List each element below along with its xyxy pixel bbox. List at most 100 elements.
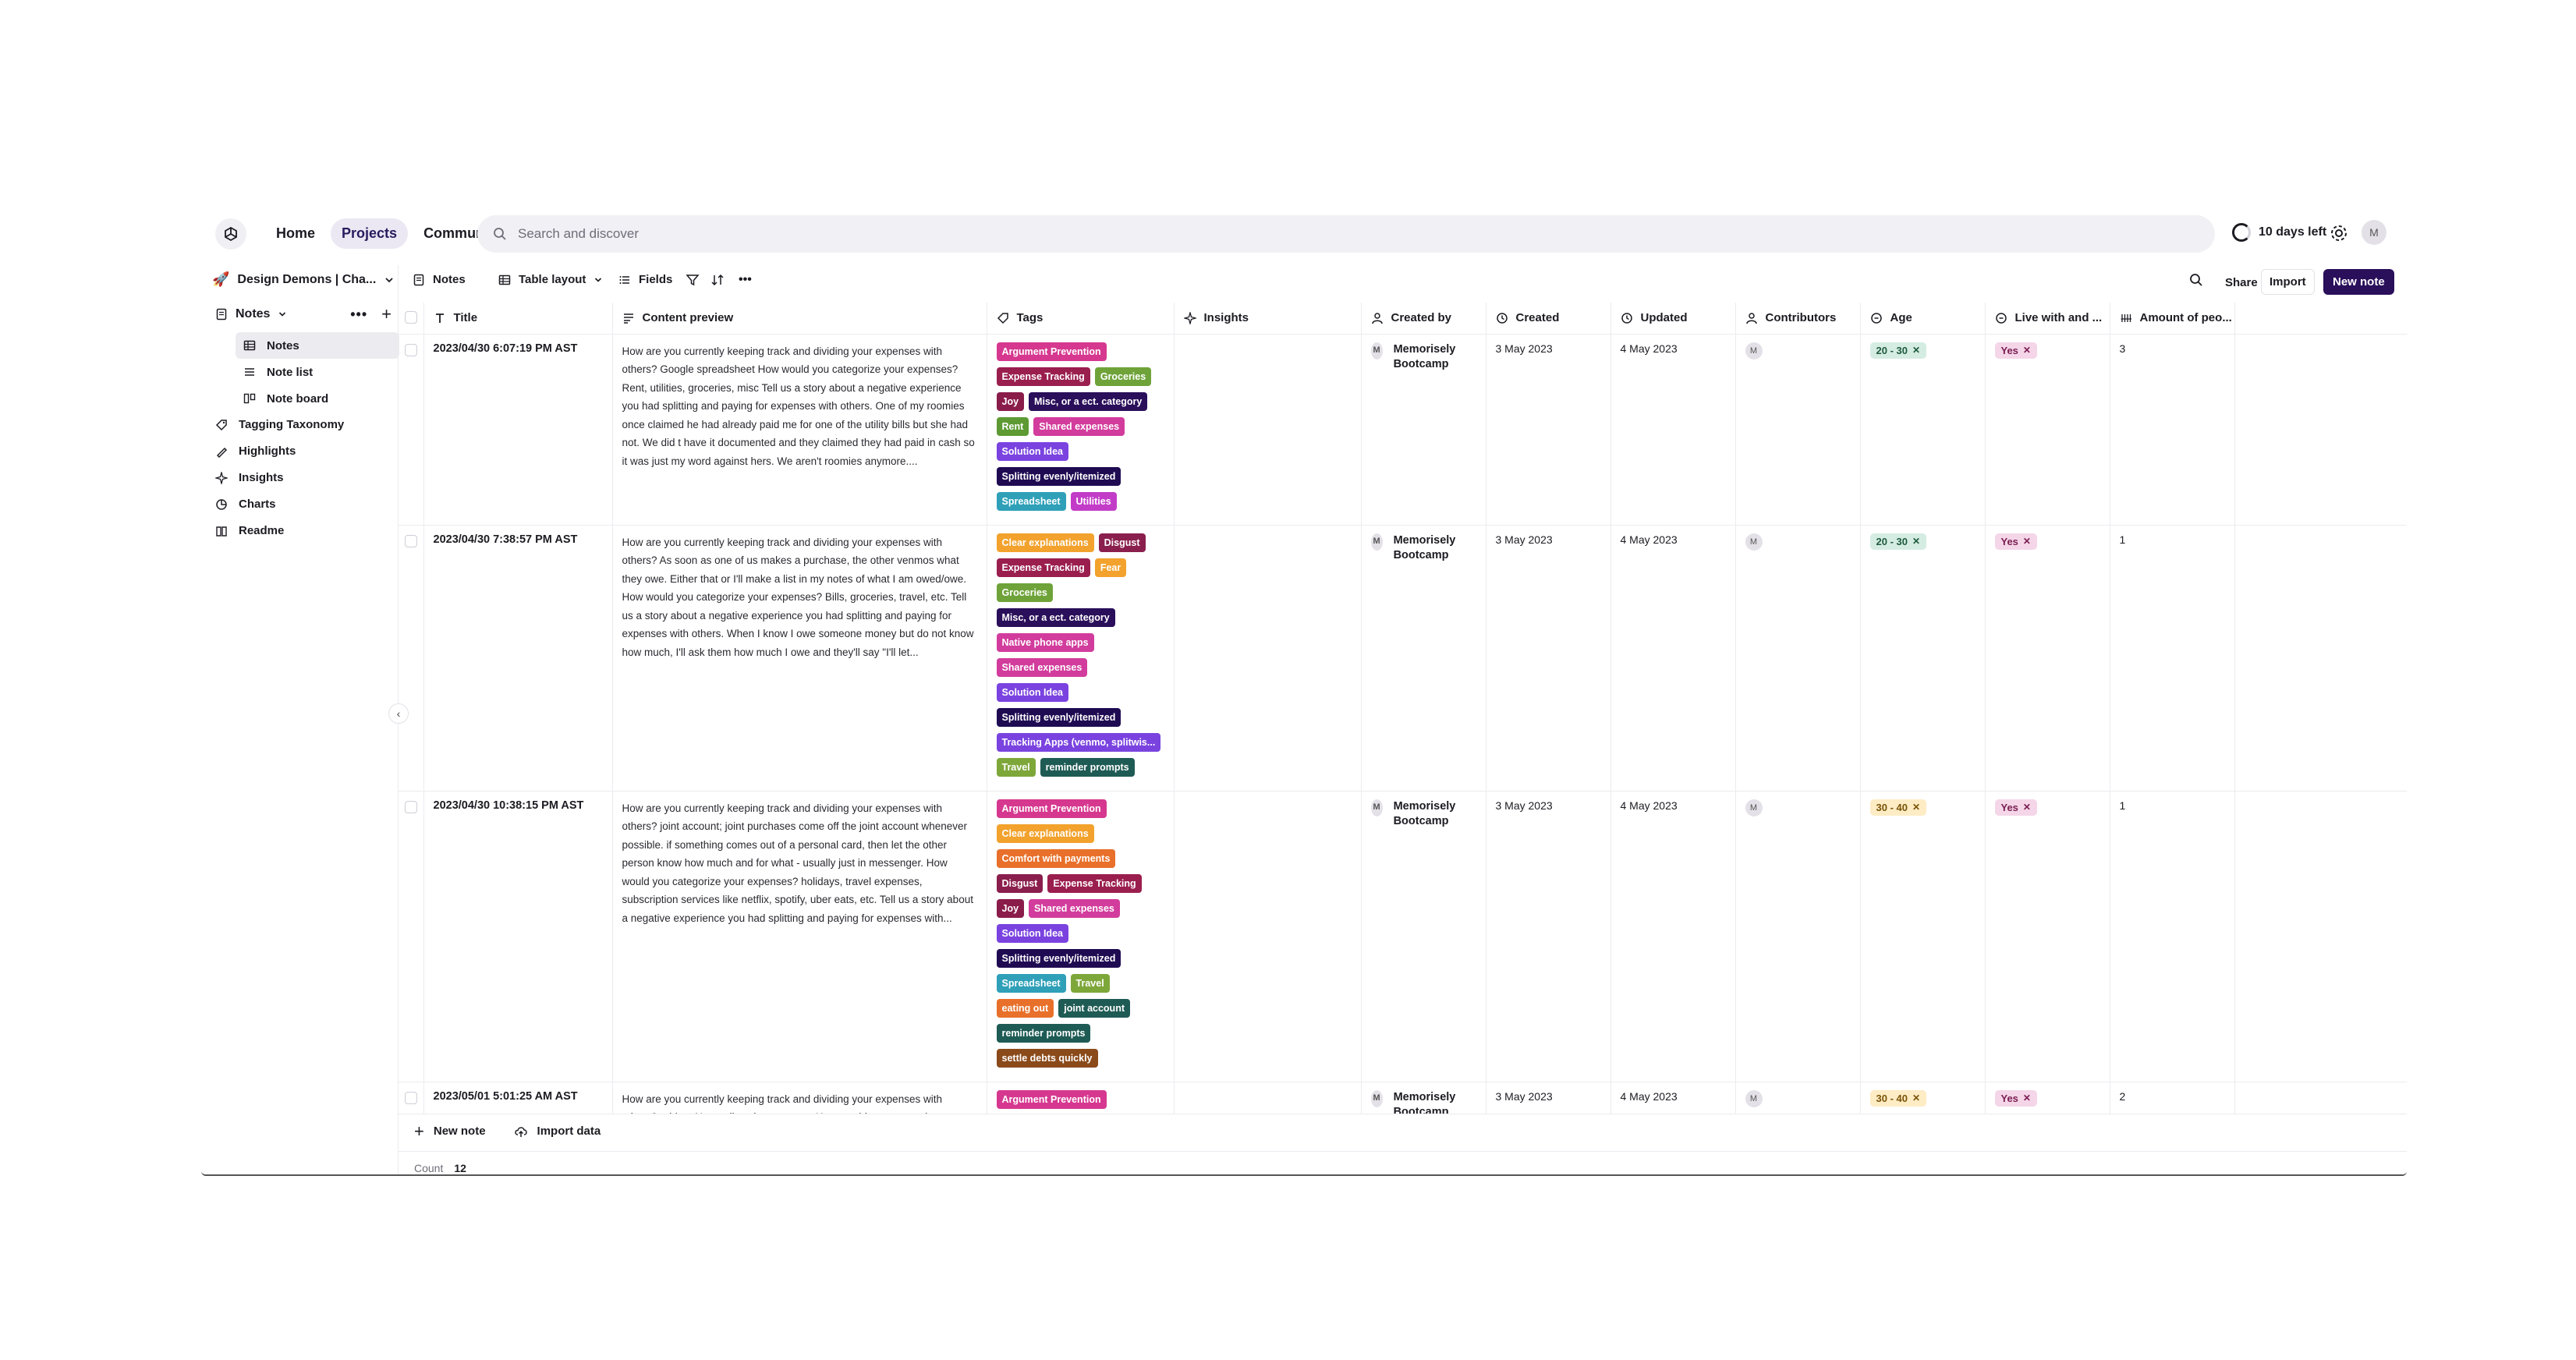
age-pill[interactable]: 20 - 30 ✕	[1869, 342, 1927, 359]
tag-chip[interactable]: Disgust	[996, 873, 1044, 893]
cell-insights[interactable]	[1174, 334, 1362, 526]
sidebar-item-highlights[interactable]: Highlights	[215, 444, 296, 458]
row-checkbox[interactable]	[399, 525, 424, 792]
sort-icon[interactable]	[710, 273, 725, 287]
search-icon[interactable]	[2189, 273, 2203, 287]
row-checkbox[interactable]	[399, 1082, 424, 1114]
tag-chip[interactable]: Expense Tracking	[996, 367, 1090, 386]
cell-title[interactable]: 2023/04/30 7:38:57 PM AST	[423, 525, 613, 792]
column-header-updated[interactable]: Updated	[1610, 303, 1736, 335]
cell-amount-of-people[interactable]: 2	[2110, 1082, 2235, 1114]
age-pill[interactable]: 30 - 40 ✕	[1869, 1089, 1927, 1107]
tag-chip[interactable]: Splitting evenly/itemized	[996, 948, 1121, 968]
live-with-pill[interactable]: Yes ✕	[1994, 1089, 2037, 1107]
more-options-icon[interactable]: •••	[739, 273, 752, 286]
column-header-age[interactable]: Age	[1860, 303, 1986, 335]
cell-live-with[interactable]: Yes ✕	[1985, 1082, 2110, 1114]
column-header-created[interactable]: Created	[1486, 303, 1611, 335]
cell-created-by[interactable]: M Memorisely Bootcamp	[1361, 334, 1486, 526]
column-header-live-with[interactable]: Live with and ...	[1985, 303, 2110, 335]
sidebar-item-note-list[interactable]: Note list	[236, 359, 399, 385]
remove-x-icon[interactable]: ✕	[2022, 1093, 2031, 1103]
column-header-created-by[interactable]: Created by	[1361, 303, 1486, 335]
sidebar-item-readme[interactable]: Readme	[215, 524, 284, 537]
cell-updated[interactable]: 4 May 2023	[1610, 791, 1736, 1082]
tag-chip[interactable]: Comfort with payments	[996, 848, 1116, 868]
cell-live-with[interactable]: Yes ✕	[1985, 334, 2110, 526]
cell-created[interactable]: 3 May 2023	[1486, 1082, 1611, 1114]
row-checkbox[interactable]	[399, 334, 424, 526]
table-row[interactable]: 2023/04/30 6:07:19 PM AST How are you cur…	[399, 334, 2407, 526]
sidebar-item-tagging-taxonomy[interactable]: Tagging Taxonomy	[215, 418, 344, 431]
select-all-checkbox[interactable]	[399, 303, 424, 335]
table-row[interactable]: 2023/05/01 5:01:25 AM AST How are you cur…	[399, 1082, 2407, 1114]
table-row[interactable]: 2023/04/30 7:38:57 PM AST How are you cur…	[399, 525, 2407, 792]
cell-updated[interactable]: 4 May 2023	[1610, 525, 1736, 792]
cell-amount-of-people[interactable]: 1	[2110, 791, 2235, 1082]
cell-age[interactable]: 20 - 30 ✕	[1860, 525, 1986, 792]
column-header-contributors[interactable]: Contributors	[1735, 303, 1861, 335]
tag-chip[interactable]: Shared expenses	[1029, 898, 1120, 918]
tag-chip[interactable]: eating out	[996, 998, 1054, 1018]
tag-chip[interactable]: Rent	[996, 416, 1029, 436]
cell-created-by[interactable]: M Memorisely Bootcamp	[1361, 791, 1486, 1082]
filter-icon[interactable]	[686, 273, 700, 287]
tag-chip[interactable]: Argument Prevention	[996, 342, 1107, 361]
trial-indicator[interactable]: 10 days left	[2232, 223, 2326, 242]
cell-age[interactable]: 30 - 40 ✕	[1860, 791, 1986, 1082]
cell-contributors[interactable]: M	[1735, 525, 1861, 792]
column-header-tags[interactable]: Tags	[987, 303, 1175, 335]
age-pill[interactable]: 30 - 40 ✕	[1869, 799, 1927, 816]
notes-view-tab[interactable]: Notes	[413, 273, 466, 286]
tag-chip[interactable]: Splitting evenly/itemized	[996, 466, 1121, 486]
tag-chip[interactable]: Solution Idea	[996, 682, 1068, 702]
workspace-selector[interactable]: 🚀 Design Demons | Cha...	[212, 271, 395, 288]
new-note-button[interactable]: New note	[2323, 269, 2394, 295]
more-options-icon[interactable]: •••	[350, 306, 368, 322]
tag-chip[interactable]: Joy	[996, 898, 1025, 918]
cell-insights[interactable]	[1174, 791, 1362, 1082]
cell-contributors[interactable]: M	[1735, 1082, 1861, 1114]
cell-amount-of-people[interactable]: 3	[2110, 334, 2235, 526]
tag-chip[interactable]: Misc, or a ect. category	[1029, 391, 1148, 411]
cell-amount-of-people[interactable]: 1	[2110, 525, 2235, 792]
cell-content-preview[interactable]: How are you currently keeping track and …	[612, 791, 987, 1082]
import-button[interactable]: Import	[2261, 269, 2315, 295]
tag-chip[interactable]: Native phone apps	[996, 632, 1094, 652]
tag-chip[interactable]: Travel	[996, 757, 1036, 777]
tag-chip[interactable]: reminder prompts	[1040, 757, 1135, 777]
cell-content-preview[interactable]: How are you currently keeping track and …	[612, 525, 987, 792]
tag-chip[interactable]: Joy	[996, 391, 1025, 411]
chevron-down-icon[interactable]	[278, 310, 287, 319]
cell-updated[interactable]: 4 May 2023	[1610, 334, 1736, 526]
cell-updated[interactable]: 4 May 2023	[1610, 1082, 1736, 1114]
checkbox[interactable]	[405, 534, 417, 547]
tag-chip[interactable]: Disgust	[1098, 533, 1146, 552]
tag-chip[interactable]: Groceries	[996, 583, 1053, 602]
cell-contributors[interactable]: M	[1735, 334, 1861, 526]
tag-chip[interactable]: Clear explanations	[996, 533, 1094, 552]
tag-chip[interactable]: Expense Tracking	[996, 558, 1090, 577]
cell-insights[interactable]	[1174, 1082, 1362, 1114]
remove-x-icon[interactable]: ✕	[1912, 802, 1921, 813]
column-header-amount-of-people[interactable]: Amount of peo...	[2110, 303, 2235, 335]
remove-x-icon[interactable]: ✕	[1912, 345, 1921, 356]
tag-chip[interactable]: Tracking Apps (venmo, splitwis...	[996, 732, 1161, 752]
tag-chip[interactable]: Splitting evenly/itemized	[996, 707, 1121, 727]
tag-chip[interactable]: joint account	[1058, 998, 1130, 1018]
cell-created-by[interactable]: M Memorisely Bootcamp	[1361, 1082, 1486, 1114]
remove-x-icon[interactable]: ✕	[1912, 1093, 1921, 1103]
user-avatar[interactable]: M	[2362, 220, 2386, 245]
remove-x-icon[interactable]: ✕	[1912, 536, 1921, 547]
cell-created-by[interactable]: M Memorisely Bootcamp	[1361, 525, 1486, 792]
table-layout-dropdown[interactable]: Table layout	[498, 273, 603, 286]
checkbox[interactable]	[405, 1091, 417, 1104]
share-button[interactable]: Share	[2225, 276, 2258, 289]
cell-tags[interactable]: Argument Prevention Expense Tracking Groce…	[987, 334, 1175, 526]
cell-title[interactable]: 2023/04/30 6:07:19 PM AST	[423, 334, 613, 526]
tag-chip[interactable]: reminder prompts	[996, 1023, 1091, 1043]
tag-chip[interactable]: Spreadsheet	[996, 491, 1066, 511]
sidebar-item-note-board[interactable]: Note board	[236, 385, 399, 412]
tag-chip[interactable]: Argument Prevention	[996, 799, 1107, 818]
live-with-pill[interactable]: Yes ✕	[1994, 799, 2037, 816]
